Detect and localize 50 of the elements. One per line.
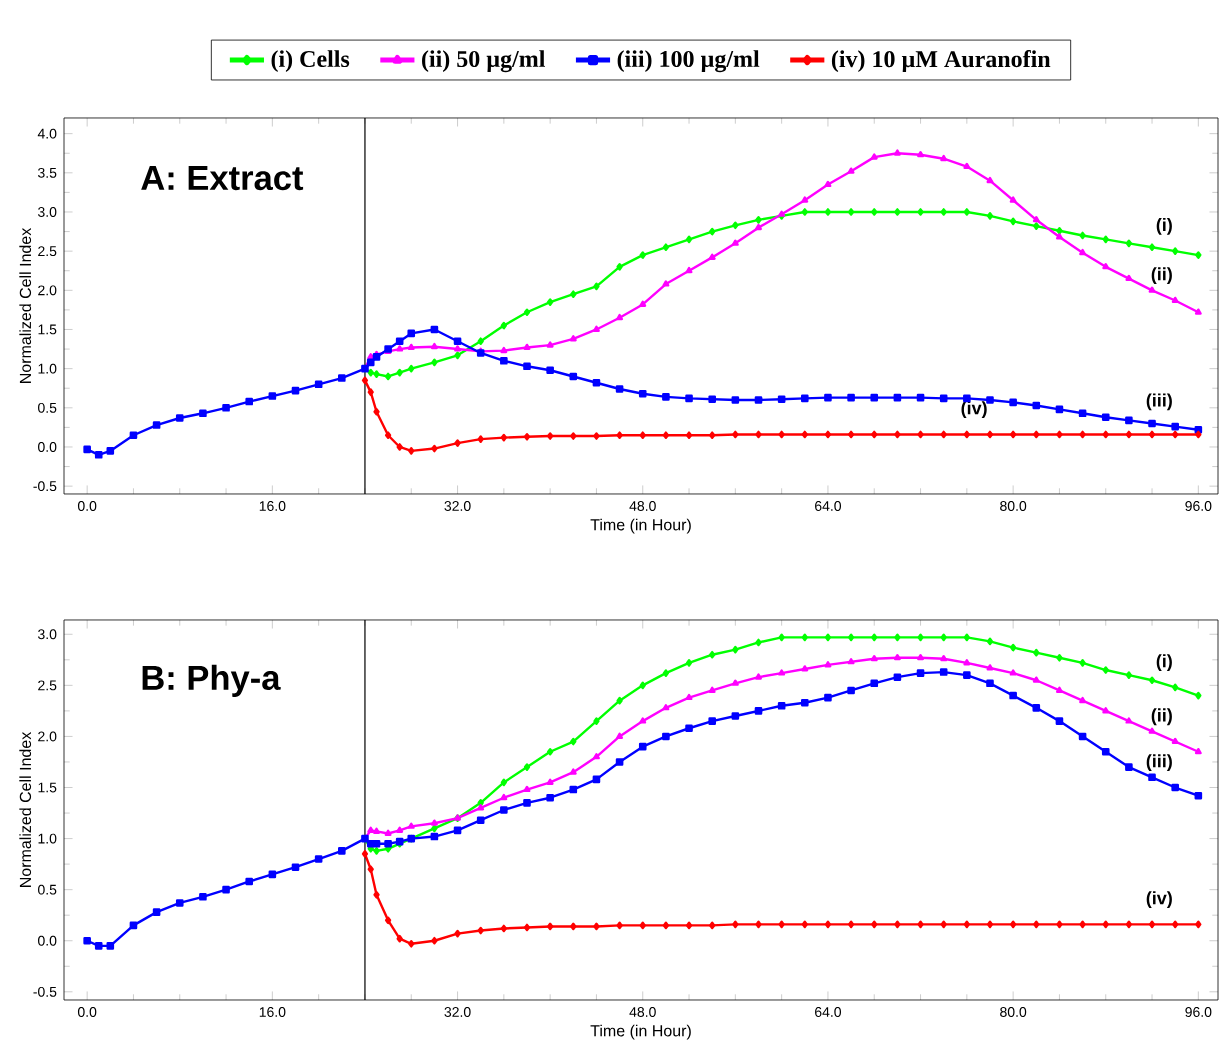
- y-tick-label: 2.5: [38, 246, 57, 257]
- annotation: (iv): [961, 401, 987, 419]
- x-tick-label: 16.0: [259, 501, 286, 511]
- legend-label: (ii) 50 µg/ml: [422, 50, 545, 73]
- y-tick-label: 1.5: [38, 324, 57, 335]
- annotation: (iii): [1146, 754, 1172, 772]
- x-tick-label: 64.0: [815, 501, 842, 511]
- x-axis-title: Time (in Hour): [590, 518, 691, 534]
- y-tick-label: 0.0: [38, 442, 57, 452]
- x-tick-label: 16.0: [259, 1007, 286, 1017]
- x-tick-label: 96.0: [1185, 501, 1212, 511]
- y-tick-label: 1.0: [38, 363, 57, 374]
- annotation: (i): [1156, 217, 1172, 235]
- x-tick-label: 64.0: [815, 1007, 842, 1017]
- y-tick-label: 0.5: [38, 402, 57, 413]
- y-tick-label: 3.0: [38, 629, 57, 640]
- legend-label: (i) Cells: [271, 50, 350, 72]
- y-tick-label: 0.0: [38, 935, 57, 946]
- x-tick-label: 0.0: [77, 501, 97, 511]
- y-tick-label: 2.5: [38, 680, 57, 691]
- annotation: (ii): [1151, 267, 1172, 285]
- text: A: Extract: [141, 166, 304, 191]
- y-tick-label: 0.5: [38, 884, 57, 895]
- y-tick-label: -0.5: [33, 481, 57, 492]
- x-tick-label: 48.0: [629, 1007, 656, 1017]
- y-tick-label: 1.0: [38, 833, 57, 844]
- y-tick-label: 4.0: [37, 128, 57, 139]
- x-tick-label: 80.0: [1000, 501, 1027, 511]
- annotation: (iii): [1146, 393, 1172, 411]
- annotation: (ii): [1151, 708, 1172, 726]
- x-tick-label: 32.0: [444, 1007, 471, 1017]
- x-tick-label: 0.0: [77, 1007, 97, 1017]
- y-tick-label: 2.0: [38, 285, 57, 296]
- legend-label: (iv) 10 µM Auranofin: [831, 50, 1051, 73]
- x-tick-label: 48.0: [629, 501, 656, 511]
- y-axis-title: Normalized Cell Index: [19, 731, 32, 887]
- x-tick-label: 96.0: [1185, 1007, 1212, 1017]
- x-tick-label: 32.0: [444, 501, 471, 511]
- legend-label: (iii) 100 µg/ml: [617, 50, 760, 73]
- y-tick-label: 2.0: [38, 731, 57, 742]
- y-tick-label: -0.5: [33, 986, 57, 997]
- text: B: Phy-a: [142, 664, 281, 697]
- y-tick-label: 3.0: [38, 207, 57, 217]
- y-tick-label: 3.5: [38, 167, 57, 178]
- annotation: (iv): [1146, 891, 1172, 908]
- annotation: (i): [1156, 654, 1172, 671]
- y-axis-title: Normalized Cell Index: [19, 227, 32, 383]
- y-tick-label: 1.5: [38, 782, 57, 793]
- x-axis-title: Time (in Hour): [590, 1024, 691, 1040]
- x-tick-label: 80.0: [1000, 1007, 1027, 1017]
